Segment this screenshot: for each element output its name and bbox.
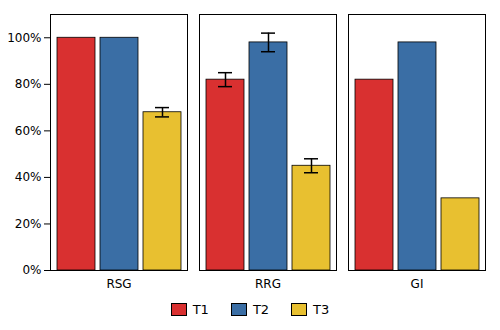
svg-text:0%: 0% [22, 263, 41, 277]
svg-text:20%: 20% [15, 217, 42, 231]
html-text:T3: T3 [313, 302, 330, 317]
svg-text:60%: 60% [15, 124, 42, 138]
svg-text:100%: 100% [7, 31, 41, 45]
html-text:T2: T2 [252, 302, 270, 317]
svg-text:40%: 40% [15, 170, 42, 184]
svg-text:RSG: RSG [106, 277, 131, 291]
svg-text:GI: GI [411, 277, 424, 291]
svg-text:80%: 80% [15, 77, 42, 91]
svg-text:RRG: RRG [255, 277, 281, 291]
html-text:T1: T1 [192, 302, 209, 317]
